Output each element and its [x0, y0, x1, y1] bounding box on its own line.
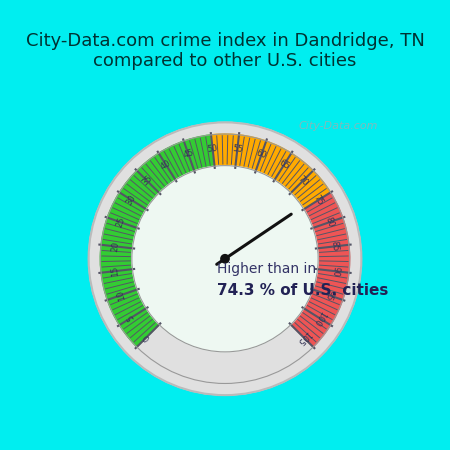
Text: 10: 10	[115, 289, 126, 302]
Text: 45: 45	[182, 148, 195, 160]
Text: 40: 40	[159, 158, 173, 172]
Text: 90: 90	[330, 266, 340, 277]
Text: 20: 20	[110, 241, 120, 252]
Text: 70: 70	[296, 174, 310, 188]
Circle shape	[221, 255, 229, 263]
Wedge shape	[100, 135, 215, 347]
Text: 105: 105	[294, 328, 312, 346]
Text: 5: 5	[126, 313, 136, 322]
Text: 0: 0	[142, 332, 152, 342]
Text: 60: 60	[255, 148, 268, 160]
Text: 30: 30	[125, 193, 138, 207]
Text: City-Data.com: City-Data.com	[298, 121, 378, 130]
Wedge shape	[211, 134, 331, 209]
Circle shape	[132, 166, 318, 352]
Text: 35: 35	[140, 174, 154, 188]
Circle shape	[89, 122, 361, 395]
Text: Higher than in: Higher than in	[217, 262, 316, 276]
Text: 55: 55	[232, 144, 243, 154]
Text: 50: 50	[207, 144, 218, 154]
Text: 74.3 % of U.S. cities: 74.3 % of U.S. cities	[217, 283, 388, 298]
Text: 15: 15	[110, 266, 120, 277]
Text: 65: 65	[277, 158, 291, 172]
Text: 25: 25	[115, 216, 126, 229]
Text: 80: 80	[324, 216, 335, 229]
Text: 100: 100	[310, 309, 327, 327]
Text: 85: 85	[330, 241, 340, 252]
Wedge shape	[291, 193, 350, 347]
Text: 75: 75	[312, 193, 325, 207]
Text: City-Data.com crime index in Dandridge, TN
compared to other U.S. cities: City-Data.com crime index in Dandridge, …	[26, 32, 424, 70]
Text: 95: 95	[324, 289, 335, 302]
